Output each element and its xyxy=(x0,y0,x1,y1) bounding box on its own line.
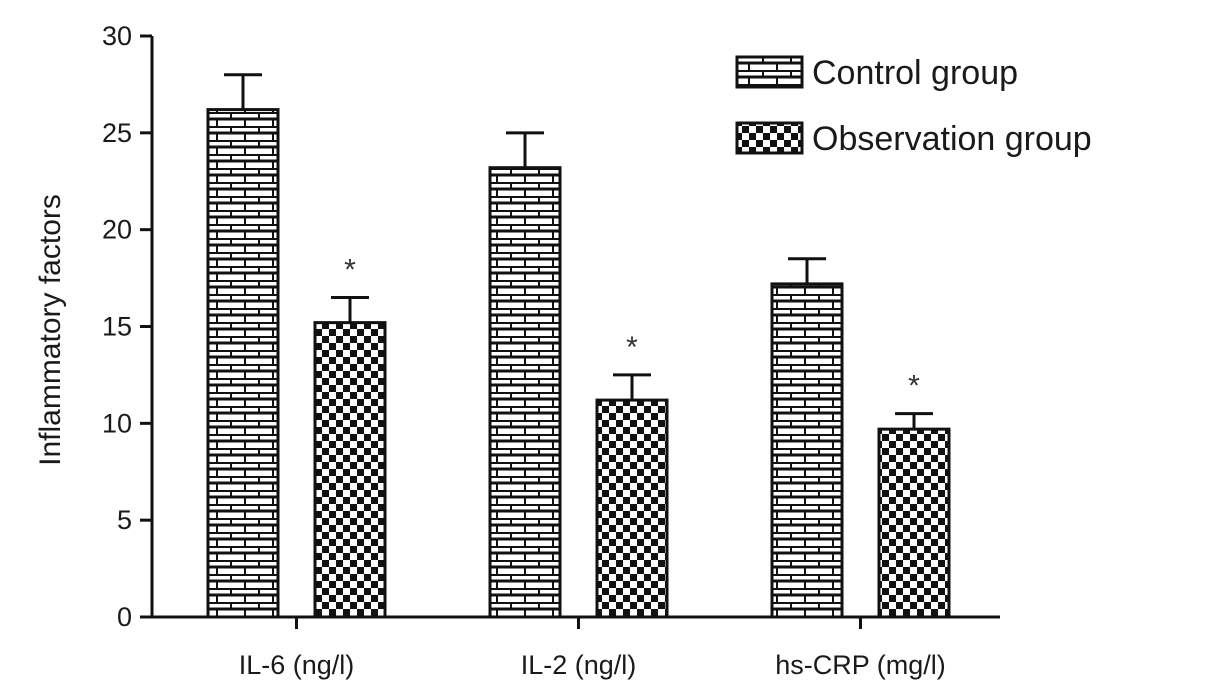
bar-observation xyxy=(595,398,669,619)
x-tick-label: IL-2 (ng/l) xyxy=(521,650,637,680)
y-tick-label: 15 xyxy=(102,312,132,342)
x-tick-label: IL-6 (ng/l) xyxy=(239,650,355,680)
significance-star: * xyxy=(908,370,920,403)
y-ticks: 0 5 10 15 20 25 30 xyxy=(102,21,152,632)
bar-observation xyxy=(877,427,951,619)
significance-star: * xyxy=(626,331,638,364)
x-ticks: IL-6 (ng/l) IL-2 (ng/l) hs-CRP (mg/l) xyxy=(239,617,946,680)
y-tick-label: 25 xyxy=(102,118,132,148)
bar-control xyxy=(206,108,280,619)
legend-swatch-control xyxy=(735,55,804,89)
bar-observation xyxy=(313,321,387,619)
significance-star: * xyxy=(344,253,356,286)
legend: Control group Observation group xyxy=(735,54,1092,158)
y-tick-label: 30 xyxy=(102,21,132,51)
x-tick-label: hs-CRP (mg/l) xyxy=(775,650,946,680)
y-tick-label: 10 xyxy=(102,408,132,438)
bar-control xyxy=(770,282,844,619)
legend-label-observation: Observation group xyxy=(812,120,1092,158)
y-tick-label: 0 xyxy=(117,602,132,632)
legend-swatch-observation xyxy=(735,121,804,155)
bar-control xyxy=(488,166,562,619)
legend-item-control: Control group xyxy=(735,54,1018,92)
y-tick-label: 5 xyxy=(117,505,132,535)
legend-item-observation: Observation group xyxy=(735,120,1092,158)
y-axis-label: Inflammatory factors xyxy=(34,194,67,466)
legend-label-control: Control group xyxy=(812,54,1018,92)
bars: * * * xyxy=(206,73,951,619)
y-tick-label: 20 xyxy=(102,215,132,245)
